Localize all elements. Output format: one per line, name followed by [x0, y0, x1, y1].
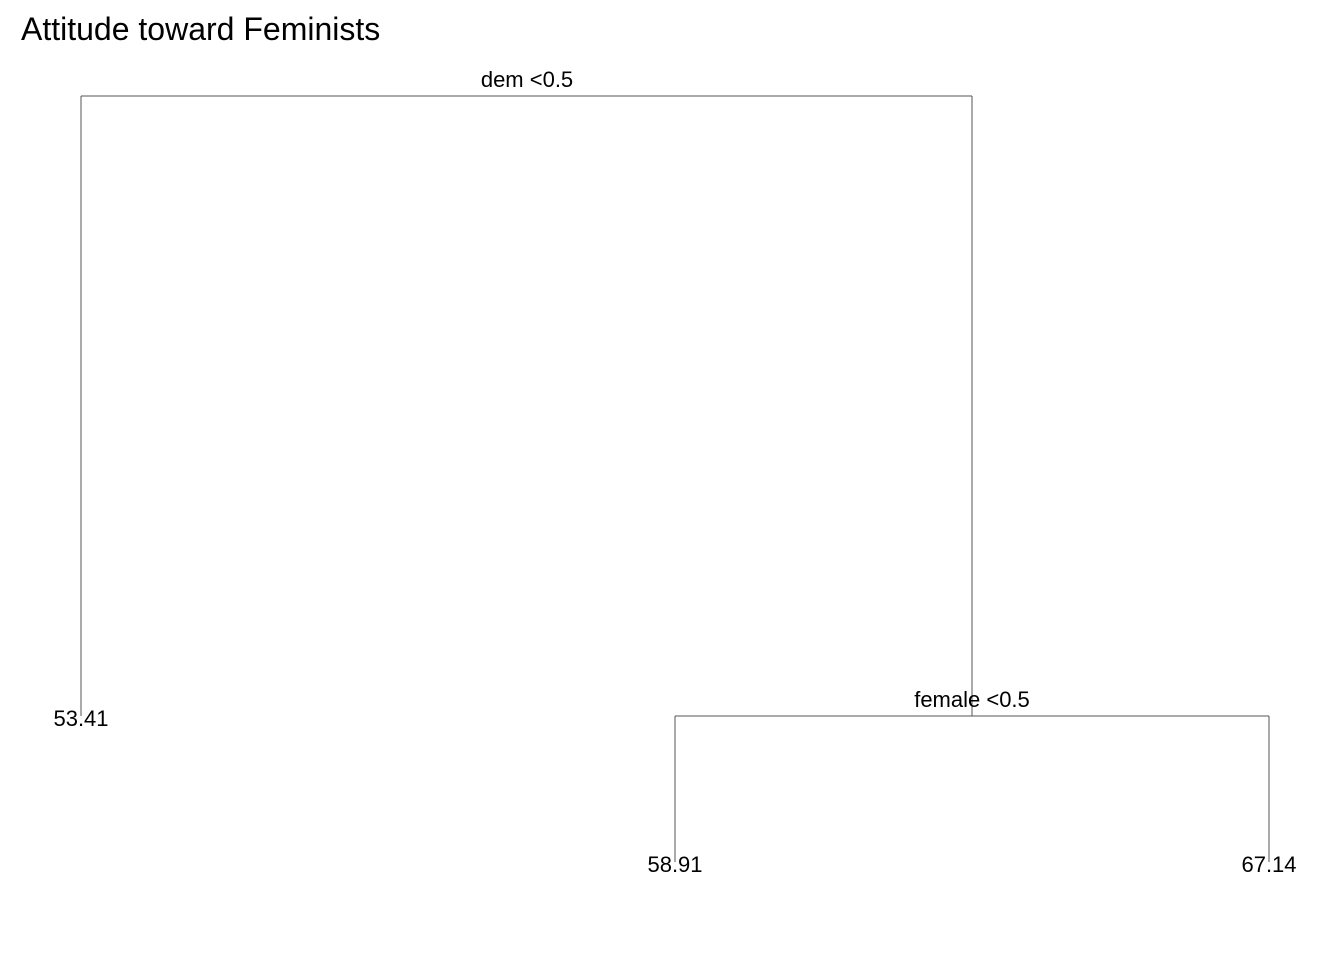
root-split-label: dem <0.5 [481, 67, 573, 92]
leaf-label-female-true: 67.14 [1241, 852, 1296, 877]
leaf-label-female-false: 58.91 [647, 852, 702, 877]
female-split-label: female <0.5 [914, 687, 1030, 712]
plot-title: Attitude toward Feminists [21, 11, 381, 47]
leaf-label-dem-false: 53.41 [53, 706, 108, 731]
